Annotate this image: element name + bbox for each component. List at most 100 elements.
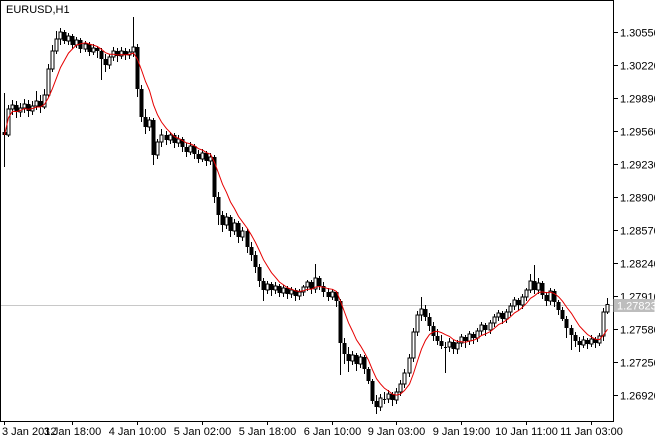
candles-series — [2, 17, 610, 414]
candle-body-bull — [273, 285, 278, 291]
candle-body-bull — [131, 46, 136, 53]
candle-body-bear — [309, 282, 314, 289]
candle-body-bull — [605, 304, 610, 313]
candle-body-bear — [95, 48, 100, 51]
time-tick-label: 9 Jan 19:00 — [433, 426, 491, 438]
candle-body-bear — [285, 288, 290, 294]
candle-body-bear — [99, 51, 104, 59]
candle-body-bull — [305, 281, 310, 288]
candle-body-bear — [544, 295, 549, 301]
candle-body-bull — [119, 50, 124, 57]
candle-body-bull — [350, 354, 355, 362]
candle-body-bull — [107, 56, 112, 66]
candle-body-bull — [54, 38, 59, 52]
candle-body-bull — [479, 324, 484, 332]
candle-body-bull — [415, 314, 420, 333]
candle-body-bear — [269, 284, 274, 290]
candle-body-bull — [281, 287, 286, 294]
candle-body-bear — [593, 339, 598, 343]
candle-body-bull — [330, 291, 335, 298]
candle-body-bear — [532, 281, 537, 290]
candle-body-bear — [317, 278, 322, 286]
time-tick-label: 5 Jan 02:00 — [174, 426, 232, 438]
candle-body-bear — [366, 369, 371, 381]
candle-body-bull — [475, 330, 480, 339]
candle-body-bear — [585, 340, 590, 344]
candle-body-bull — [147, 119, 152, 128]
time-tick-label: 3 Jan 18:00 — [44, 426, 102, 438]
candle-body-bull — [402, 372, 407, 385]
candle-body-bear — [540, 283, 545, 295]
candle-body-bear — [180, 139, 185, 147]
candle-body-bear — [220, 215, 225, 225]
candle-body-bear — [370, 381, 375, 401]
candle-body-bear — [249, 247, 254, 255]
candle-body-bear — [14, 105, 19, 112]
candle-body-bear — [143, 117, 148, 127]
time-tick-label: 4 Jan 10:00 — [109, 426, 167, 438]
candle-body-bull — [159, 134, 164, 143]
candle-body-bear — [151, 120, 156, 155]
candle-body-bear — [431, 326, 436, 336]
candle-body-bear — [253, 255, 258, 267]
candle-body-bear — [103, 59, 108, 65]
candle-body-bull — [447, 341, 452, 348]
candle-body-bull — [488, 322, 493, 331]
candle-body-bear — [560, 310, 565, 319]
candle-body-bull — [208, 156, 213, 162]
candle-body-bull — [520, 296, 525, 306]
candle-body-bear — [38, 101, 43, 107]
candle-body-bear — [293, 290, 298, 296]
candle-body-bear — [516, 300, 521, 305]
candle-body-bear — [216, 197, 221, 215]
candle-body-bull — [232, 222, 237, 232]
candle-body-bear — [70, 36, 75, 45]
time-tick-label: 10 Jan 11:00 — [495, 426, 558, 438]
candle-body-bear — [245, 231, 250, 247]
candle-body-bear — [135, 47, 140, 89]
time-tick-label: 11 Jan 03:00 — [560, 426, 623, 438]
candle-body-bear — [184, 147, 189, 152]
time-tick-label: 6 Jan 10:00 — [304, 426, 362, 438]
candle-body-bear — [257, 267, 262, 281]
time-tick-label: 3 Jan 2012 — [2, 426, 56, 438]
candle-body-bull — [467, 333, 472, 342]
price-tick-label: 1.26920 — [620, 391, 655, 403]
price-tick-label: 1.29890 — [620, 94, 655, 106]
candle-body-bear — [423, 309, 428, 317]
candle-body-bull — [504, 311, 509, 320]
candle-body-bear — [354, 355, 359, 364]
price-axis[interactable]: 1.30550 1.30220 1.29890 1.29560 1.29230 1.289… — [613, 28, 655, 403]
candle-body-bull — [46, 68, 51, 96]
price-tick-label: 1.28900 — [620, 193, 655, 205]
candle-body-bull — [419, 308, 424, 316]
candle-body-bear — [87, 44, 92, 52]
price-tick-label: 1.28240 — [620, 259, 655, 271]
candle-body-bull — [394, 391, 399, 401]
candle-body-bull — [496, 312, 501, 318]
candle-body-bull — [50, 50, 55, 70]
candle-body-bear — [569, 328, 574, 335]
candle-body-bull — [22, 103, 27, 109]
candle-body-bear — [390, 394, 395, 400]
candle-body-bear — [192, 146, 197, 154]
plot-border — [0, 0, 614, 422]
candle-body-bull — [455, 342, 460, 350]
candle-body-bull — [589, 338, 594, 345]
candle-body-bull — [34, 100, 39, 107]
candle-body-bear — [435, 336, 440, 341]
price-tick-label: 1.29230 — [620, 160, 655, 172]
candle-body-bear — [439, 341, 444, 346]
candle-body-bull — [289, 289, 294, 295]
candle-body-bull — [66, 35, 71, 42]
price-tick-label: 1.29560 — [620, 127, 655, 139]
price-tick-label: 1.30550 — [620, 28, 655, 40]
candle-body-bull — [524, 289, 529, 298]
candle-body-bull — [536, 282, 541, 291]
candle-body-bull — [601, 311, 606, 337]
candle-body-bull — [407, 357, 412, 374]
candle-body-bear — [451, 342, 456, 349]
price-tick-label: 1.27580 — [620, 325, 655, 337]
